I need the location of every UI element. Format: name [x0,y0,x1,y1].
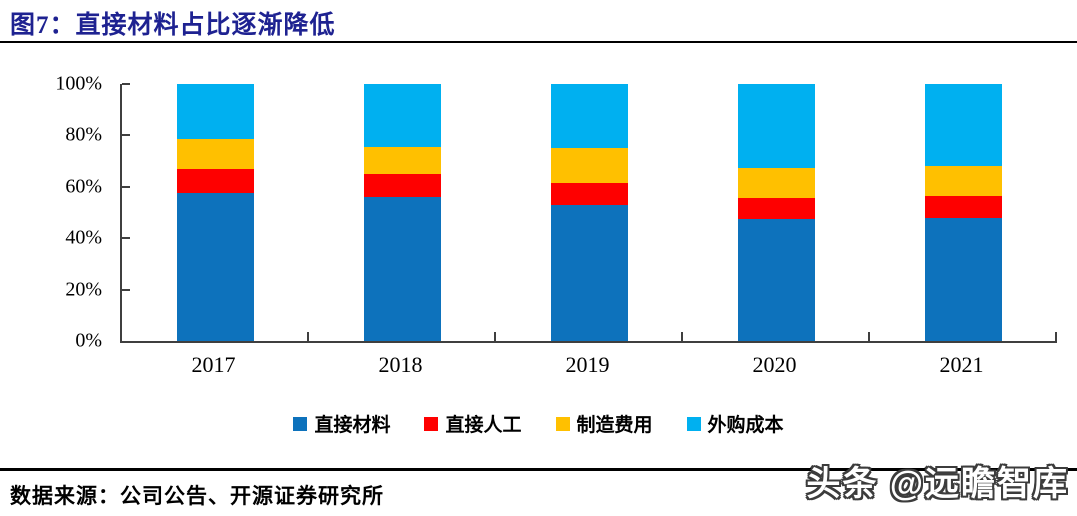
footer-divider-line [0,468,1077,471]
bar-segment-2021 [925,217,1002,341]
bar-segment-2019 [551,204,628,341]
bar-segment-2018 [364,197,441,341]
legend-swatch-icon [424,416,439,431]
stacked-bar-2018 [364,84,441,341]
bar-segment-2019 [551,182,628,205]
y-axis-tick [122,134,130,137]
x-axis-tick-label: 2017 [191,352,236,377]
y-axis-tick-label: 80% [65,123,102,146]
x-axis-tick [494,332,496,341]
bar-column-2019 [496,84,683,341]
data-source-note: 数据来源：公司公告、开源证券研究所 [10,484,384,508]
bar-segment-2019 [551,148,628,183]
bar-column-2021 [870,84,1057,341]
legend-label: 直接人工 [445,415,522,436]
bar-segment-2018 [364,173,441,198]
legend-label: 直接材料 [314,415,391,436]
bar-segment-2017 [177,84,254,140]
y-axis-tick-label: 100% [55,72,102,95]
y-axis-tick-label: 60% [65,175,102,198]
legend-item: 直接人工 [424,410,522,437]
x-axis-tick [1055,332,1057,341]
x-axis-tick [681,332,683,341]
bar-column-2018 [309,84,496,341]
bar-column-2017 [122,84,309,341]
bar-segment-2021 [925,84,1002,167]
bar-segment-2019 [551,84,628,149]
y-axis-tick [122,83,130,85]
bar-segment-2018 [364,146,441,174]
y-axis-tick-label: 0% [75,329,102,352]
x-axis-tick-label: 2018 [378,352,423,377]
stacked-bar-2019 [551,84,628,341]
bar-column-2020 [683,84,870,341]
watermark-text: 头条 @远瞻智库 [806,465,1069,503]
legend-item: 制造费用 [555,410,653,437]
stacked-bar-2021 [925,84,1002,341]
x-axis-tick [868,332,870,341]
bar-segment-2021 [925,166,1002,196]
y-axis-tick-label: 20% [65,278,102,301]
legend-item: 外购成本 [686,410,784,437]
bar-segment-2020 [738,167,815,199]
legend-label: 制造费用 [576,415,653,436]
bar-segment-2020 [738,218,815,341]
bar-segment-2017 [177,139,254,169]
bar-segment-2020 [738,198,815,219]
x-axis-tick-label: 2021 [939,352,984,377]
stacked-bar-2017 [177,84,254,341]
y-axis-tick [122,288,130,291]
bar-segment-2020 [738,84,815,168]
legend-label: 外购成本 [707,415,784,436]
stacked-bar-2020 [738,84,815,341]
title-divider-line [0,41,1077,43]
y-axis-tick [122,185,130,188]
plot-area [120,83,1057,343]
x-axis-tick-label: 2019 [565,352,610,377]
x-axis-labels: 2017 2018 2019 2020 2021 [120,352,1055,378]
x-axis-tick [307,332,309,341]
legend-item: 直接材料 [293,410,390,437]
bar-segment-2017 [177,193,254,341]
y-axis-tick-label: 40% [65,226,102,249]
bar-segment-2017 [177,168,254,194]
bar-segment-2018 [364,84,441,147]
legend-swatch-icon [293,416,308,431]
chart-legend: 直接材料 直接人工 制造费用 外购成本 [0,410,1077,437]
y-axis-labels: 0% 20% 40% 60% 80% 100% [0,73,112,352]
y-axis-tick [122,237,130,240]
bar-segment-2021 [925,195,1002,218]
legend-swatch-icon [686,416,701,431]
x-axis-tick-label: 2020 [752,352,797,377]
figure-title: 图7：直接材料占比逐渐降低 [10,12,336,39]
legend-swatch-icon [555,416,570,431]
